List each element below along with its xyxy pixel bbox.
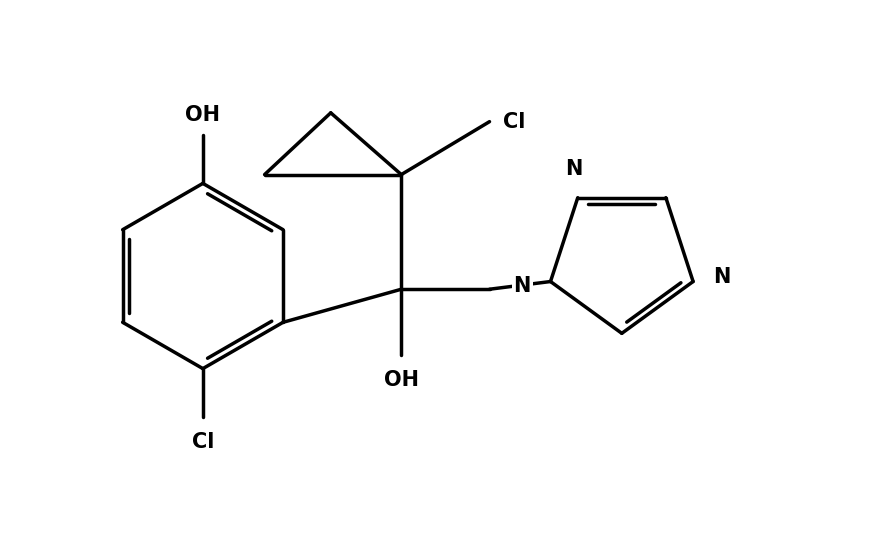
Text: N: N: [713, 267, 730, 287]
Text: Cl: Cl: [503, 112, 526, 131]
Text: N: N: [513, 276, 531, 296]
Text: OH: OH: [185, 105, 220, 125]
Text: OH: OH: [384, 370, 419, 390]
Text: N: N: [564, 160, 582, 179]
Text: Cl: Cl: [191, 432, 214, 452]
